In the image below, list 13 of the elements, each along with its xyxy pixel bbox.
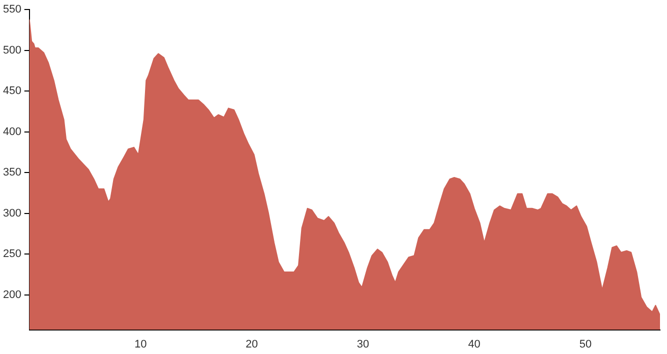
y-tick-label: 500 [2,44,22,56]
y-tick-label: 450 [2,85,22,98]
y-tick-label: 250 [2,248,22,260]
y-tick-label: 400 [2,126,22,138]
y-tick-label: 550 [2,4,22,16]
y-tick-label: 350 [2,166,22,179]
x-tick-label: 10 [134,338,147,350]
x-tick-label: 30 [356,338,370,350]
x-tick-label: 20 [246,338,258,350]
y-tick-label: 300 [2,207,22,220]
y-tick-label: 200 [2,288,22,301]
x-tick-label: 40 [468,338,480,350]
x-tick-label: 50 [579,338,592,350]
